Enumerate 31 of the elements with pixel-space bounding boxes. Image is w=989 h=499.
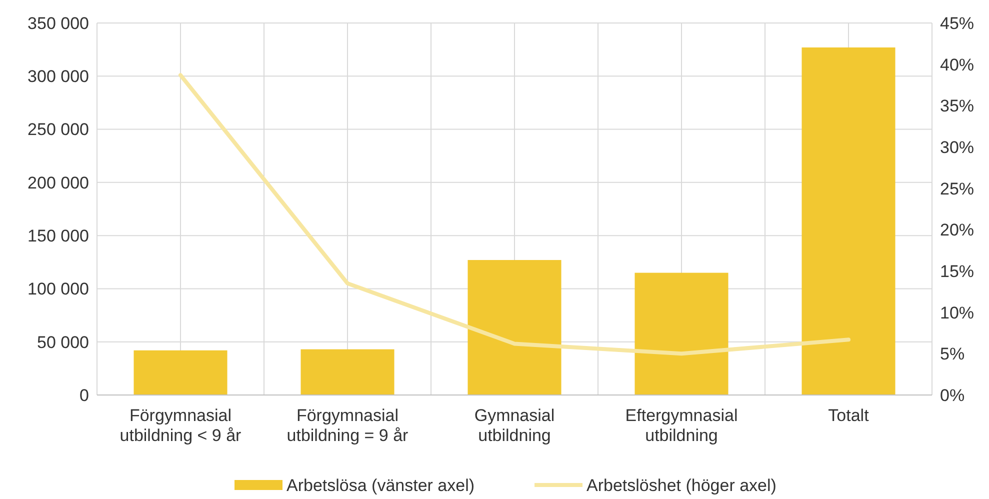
y-tick-label: 300 000 xyxy=(28,67,89,86)
y-tick-label: 200 000 xyxy=(28,173,89,192)
y2-tick-label: 5% xyxy=(940,344,965,364)
x-tick-label: Förgymnasial utbildning < 9 år xyxy=(120,406,242,445)
bar xyxy=(802,47,896,395)
y-tick-label: 150 000 xyxy=(28,226,89,246)
line-series xyxy=(178,73,850,356)
y2-tick-label: 10% xyxy=(940,303,974,322)
x-tick-label: Gymnasial utbildning xyxy=(474,406,555,445)
y-tick-label: 0 xyxy=(80,386,89,405)
x-tick-label: Totalt xyxy=(828,406,870,425)
y2-tick-label: 30% xyxy=(940,138,974,157)
bar xyxy=(468,260,562,395)
y2-tick-label: 25% xyxy=(940,179,974,198)
y-tick-label: 50 000 xyxy=(37,332,89,352)
y-tick-label: 350 000 xyxy=(28,14,89,33)
x-tick-label: Eftergymnasial utbildning xyxy=(625,406,738,445)
y2-tick-label: 35% xyxy=(940,96,974,116)
legend-label: Arbetslösa (vänster axel) xyxy=(286,476,475,495)
y2-tick-label: 20% xyxy=(940,220,974,240)
y-tick-label: 100 000 xyxy=(28,280,89,299)
bar xyxy=(134,350,228,395)
y2-tick-label: 0% xyxy=(940,386,965,405)
bar xyxy=(634,272,728,395)
y2-tick-label: 40% xyxy=(940,55,974,74)
x-tick-label: Förgymnasial utbildning = 9 år xyxy=(286,406,409,445)
bar xyxy=(300,349,394,395)
y2-tick-label: 15% xyxy=(940,262,974,281)
y-tick-label: 250 000 xyxy=(28,120,89,140)
legend-label: Arbetslöshet (höger axel) xyxy=(586,476,776,495)
y2-tick-label: 45% xyxy=(940,14,974,33)
